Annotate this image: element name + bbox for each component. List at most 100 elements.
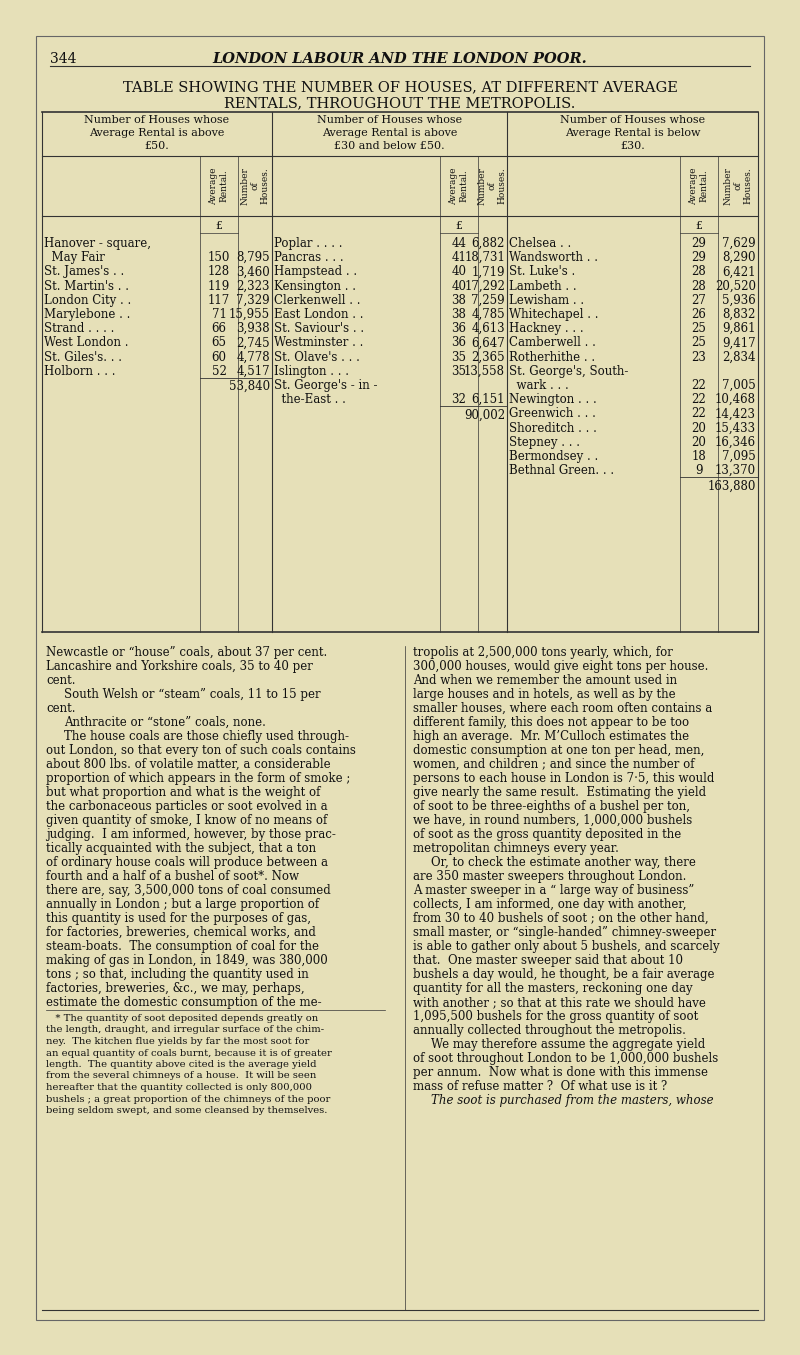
Text: 60: 60: [211, 351, 226, 363]
Text: 14,423: 14,423: [715, 408, 756, 420]
Text: 8,795: 8,795: [236, 251, 270, 264]
Text: Marylebone . .: Marylebone . .: [44, 308, 130, 321]
Text: 117: 117: [208, 294, 230, 306]
Text: high an average.  Mr. M’Culloch estimates the: high an average. Mr. M’Culloch estimates…: [413, 730, 689, 743]
Text: Number
of
Houses.: Number of Houses.: [723, 167, 753, 205]
Text: Greenwich . . .: Greenwich . . .: [509, 408, 596, 420]
Text: about 800 lbs. of volatile matter, a considerable: about 800 lbs. of volatile matter, a con…: [46, 757, 330, 771]
Text: 53,840: 53,840: [229, 379, 270, 393]
Text: 6,647: 6,647: [471, 336, 505, 350]
Text: are 350 master sweepers throughout London.: are 350 master sweepers throughout Londo…: [413, 870, 686, 883]
Text: 3,460: 3,460: [236, 266, 270, 278]
Text: £30 and below £50.: £30 and below £50.: [334, 141, 445, 150]
Text: 2,323: 2,323: [237, 279, 270, 293]
Text: 15,955: 15,955: [229, 308, 270, 321]
Text: £: £: [695, 221, 702, 230]
Text: 1,719: 1,719: [471, 266, 505, 278]
Text: A master sweeper in a “ large way of business”: A master sweeper in a “ large way of bus…: [413, 883, 694, 897]
Text: 7,005: 7,005: [722, 379, 756, 392]
Text: 25: 25: [691, 322, 706, 335]
Text: 35: 35: [451, 364, 466, 378]
Text: that.  One master sweeper said that about 10: that. One master sweeper said that about…: [413, 954, 683, 967]
Text: Average
Rental.: Average Rental.: [450, 167, 469, 205]
Text: Bethnal Green. . .: Bethnal Green. . .: [509, 465, 614, 477]
Text: Clerkenwell . .: Clerkenwell . .: [274, 294, 361, 306]
Text: bushels a day would, he thought, be a fair average: bushels a day would, he thought, be a fa…: [413, 967, 714, 981]
Text: 4,778: 4,778: [236, 351, 270, 363]
Text: 29: 29: [691, 237, 706, 251]
Text: And when we remember the amount used in: And when we remember the amount used in: [413, 673, 677, 687]
Text: 32: 32: [451, 393, 466, 406]
Text: Number
of
Houses.: Number of Houses.: [477, 167, 507, 205]
Text: Average Rental is above: Average Rental is above: [90, 127, 225, 138]
Text: East London . .: East London . .: [274, 308, 363, 321]
Text: 71: 71: [211, 308, 226, 321]
Text: 2,834: 2,834: [722, 351, 756, 363]
Text: 8,290: 8,290: [722, 251, 756, 264]
Text: is able to gather only about 5 bushels, and scarcely: is able to gather only about 5 bushels, …: [413, 940, 720, 953]
Text: 8,832: 8,832: [722, 308, 756, 321]
Text: Holborn . . .: Holborn . . .: [44, 364, 115, 378]
Text: 40: 40: [451, 266, 466, 278]
Text: 38: 38: [451, 308, 466, 321]
Text: we have, in round numbers, 1,000,000 bushels: we have, in round numbers, 1,000,000 bus…: [413, 814, 692, 827]
Text: St. Olave's . . .: St. Olave's . . .: [274, 351, 360, 363]
Text: making of gas in London, in 1849, was 380,000: making of gas in London, in 1849, was 38…: [46, 954, 328, 967]
Text: St. George's - in -: St. George's - in -: [274, 379, 378, 392]
Text: 4,785: 4,785: [471, 308, 505, 321]
Text: from the several chimneys of a house.  It will be seen: from the several chimneys of a house. It…: [46, 1072, 316, 1080]
Text: but what proportion and what is the weight of: but what proportion and what is the weig…: [46, 786, 320, 799]
Text: Hampstead . .: Hampstead . .: [274, 266, 357, 278]
Text: fourth and a half of a bushel of soot*. Now: fourth and a half of a bushel of soot*. …: [46, 870, 299, 883]
Text: London City . .: London City . .: [44, 294, 131, 306]
Text: 29: 29: [691, 251, 706, 264]
Text: 150: 150: [208, 251, 230, 264]
Text: 52: 52: [211, 364, 226, 378]
Text: £50.: £50.: [145, 141, 170, 150]
Text: tropolis at 2,500,000 tons yearly, which, for: tropolis at 2,500,000 tons yearly, which…: [413, 646, 673, 659]
Text: 9: 9: [695, 465, 702, 477]
Text: Pancras . . .: Pancras . . .: [274, 251, 344, 264]
Text: Whitechapel . .: Whitechapel . .: [509, 308, 598, 321]
Text: The house coals are those chiefly used through-: The house coals are those chiefly used t…: [64, 730, 349, 743]
Text: judging.  I am informed, however, by those prac-: judging. I am informed, however, by thos…: [46, 828, 336, 841]
Text: TABLE SHOWING THE NUMBER OF HOUSES, AT DIFFERENT AVERAGE: TABLE SHOWING THE NUMBER OF HOUSES, AT D…: [122, 80, 678, 93]
Text: the length, draught, and irregular surface of the chim-: the length, draught, and irregular surfa…: [46, 1026, 324, 1034]
Text: 9,417: 9,417: [722, 336, 756, 350]
Text: small master, or “single-handed” chimney-sweeper: small master, or “single-handed” chimney…: [413, 925, 716, 939]
Text: £: £: [455, 221, 462, 230]
Text: of soot to be three-eighths of a bushel per ton,: of soot to be three-eighths of a bushel …: [413, 799, 690, 813]
Text: Lewisham . .: Lewisham . .: [509, 294, 584, 306]
Text: St. Martin's . .: St. Martin's . .: [44, 279, 129, 293]
Text: 27: 27: [691, 294, 706, 306]
Text: 163,880: 163,880: [708, 480, 756, 492]
Text: an equal quantity of coals burnt, because it is of greater: an equal quantity of coals burnt, becaus…: [46, 1049, 332, 1057]
Text: estimate the domestic consumption of the me-: estimate the domestic consumption of the…: [46, 996, 322, 1009]
Text: St. Saviour's . .: St. Saviour's . .: [274, 322, 364, 335]
Text: 300,000 houses, would give eight tons per house.: 300,000 houses, would give eight tons pe…: [413, 660, 708, 673]
Text: 65: 65: [211, 336, 226, 350]
Text: Kensington . .: Kensington . .: [274, 279, 356, 293]
Text: £: £: [215, 221, 222, 230]
Text: Or, to check the estimate another way, there: Or, to check the estimate another way, t…: [431, 856, 696, 869]
Text: Newington . . .: Newington . . .: [509, 393, 597, 406]
Text: 6,151: 6,151: [471, 393, 505, 406]
Text: given quantity of smoke, I know of no means of: given quantity of smoke, I know of no me…: [46, 814, 327, 827]
Text: Number of Houses whose: Number of Houses whose: [85, 115, 230, 125]
Text: Lambeth . .: Lambeth . .: [509, 279, 577, 293]
Text: domestic consumption at one ton per head, men,: domestic consumption at one ton per head…: [413, 744, 704, 757]
Text: St. Giles's. . .: St. Giles's. . .: [44, 351, 122, 363]
Text: 22: 22: [692, 393, 706, 406]
Text: bushels ; a great proportion of the chimneys of the poor: bushels ; a great proportion of the chim…: [46, 1095, 330, 1103]
Text: of soot as the gross quantity deposited in the: of soot as the gross quantity deposited …: [413, 828, 682, 841]
Text: collects, I am informed, one day with another,: collects, I am informed, one day with an…: [413, 898, 686, 911]
Text: Westminster . .: Westminster . .: [274, 336, 363, 350]
Text: 20: 20: [691, 421, 706, 435]
Text: the carbonaceous particles or soot evolved in a: the carbonaceous particles or soot evolv…: [46, 799, 328, 813]
Text: 20,520: 20,520: [715, 279, 756, 293]
Text: 22: 22: [692, 408, 706, 420]
Text: May Fair: May Fair: [44, 251, 105, 264]
Text: 41: 41: [451, 251, 466, 264]
Text: 25: 25: [691, 336, 706, 350]
Text: West London .: West London .: [44, 336, 129, 350]
